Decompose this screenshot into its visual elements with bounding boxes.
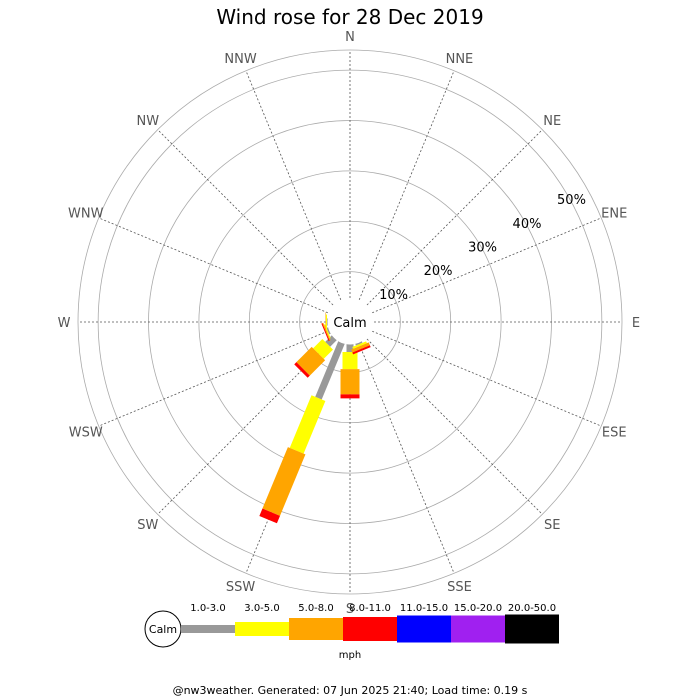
- direction-label: NNW: [224, 52, 256, 67]
- direction-label: SSE: [447, 580, 472, 595]
- legend-label-6: 20.0-50.0: [508, 603, 556, 614]
- legend-label-0: 1.0-3.0: [190, 603, 225, 614]
- direction-label: ENE: [601, 207, 627, 222]
- radial-tick-label: 50%: [557, 193, 586, 208]
- spoke: [157, 129, 351, 323]
- spoke: [349, 321, 455, 574]
- legend-swatch-5: [451, 615, 505, 643]
- legend-unit: mph: [339, 650, 361, 661]
- bar-segment-sw-2: [296, 346, 326, 376]
- calm-circle: [327, 299, 373, 345]
- legend-swatch-0: [181, 625, 235, 633]
- spoke: [98, 217, 351, 323]
- legend-label-2: 5.0-8.0: [298, 603, 333, 614]
- grid-ring: [97, 69, 603, 575]
- legend-swatch-1: [235, 622, 289, 636]
- direction-label: N: [345, 30, 355, 45]
- legend-label-3: 8.0-11.0: [349, 603, 391, 614]
- spoke: [349, 129, 543, 323]
- spoke: [349, 70, 455, 323]
- radial-tick-label: 10%: [379, 288, 408, 303]
- legend-calm-label: Calm: [149, 623, 177, 636]
- bar-segment-ssw-1: [289, 395, 326, 454]
- radial-tick-label: 20%: [424, 264, 453, 279]
- legend-swatch-3: [343, 617, 397, 641]
- radial-tick-label: 40%: [513, 217, 542, 232]
- legend-swatch-6: [505, 614, 559, 644]
- spoke: [349, 321, 543, 515]
- bar-segment-sse-1: [352, 341, 367, 349]
- spoke: [349, 217, 602, 323]
- direction-label: W: [58, 316, 71, 331]
- spoke: [245, 70, 351, 323]
- bar-segment-ssw-0: [315, 340, 345, 400]
- direction-label: S: [346, 602, 354, 617]
- direction-label: NNE: [446, 52, 474, 67]
- bar-segment-sw-0: [325, 335, 337, 347]
- legend-label-1: 3.0-5.0: [244, 603, 279, 614]
- spoke: [349, 321, 602, 427]
- chart-title: Wind rose for 28 Dec 2019: [216, 5, 484, 29]
- direction-label: SE: [544, 518, 560, 533]
- footer-text: @nw3weather. Generated: 07 Jun 2025 21:4…: [172, 684, 528, 697]
- bar-segment-sse-3: [352, 345, 371, 355]
- legend-label-5: 15.0-20.0: [454, 603, 502, 614]
- direction-label: WSW: [69, 425, 103, 440]
- bar-segment-sw-3: [294, 362, 310, 378]
- direction-label: WNW: [68, 207, 104, 222]
- legend-label-4: 11.0-15.0: [400, 603, 448, 614]
- legend-swatch-2: [289, 618, 343, 640]
- bars-layer: [259, 312, 371, 524]
- radial-tick-label: 30%: [468, 241, 497, 256]
- labels-layer: N NNE NE ENE E ESE SE SSE S SSW SW WSW W WNW NW NNW 10% 2…: [58, 30, 641, 617]
- bar-segment-ssw-3: [259, 508, 281, 524]
- outer-ring: [77, 49, 623, 595]
- bar-segment-sse-2: [351, 342, 370, 353]
- legend: Calm 1.0-3.0 3.0-5.0 5.0-8.0 8.0-11.0 11.0-15…: [144, 603, 559, 661]
- spoke: [98, 321, 351, 427]
- calm-layer: Calm: [327, 299, 373, 345]
- direction-label: SW: [137, 518, 158, 533]
- legend-swatch-4: [397, 615, 451, 643]
- bar-segment-sw-1: [313, 339, 333, 359]
- direction-label: ESE: [602, 425, 627, 440]
- calm-label: Calm: [333, 316, 366, 331]
- direction-label: SSW: [226, 580, 256, 595]
- bar-segment-ssw-2: [262, 447, 306, 516]
- grid-ring: [198, 170, 502, 474]
- direction-label: E: [632, 316, 640, 331]
- direction-label: NW: [136, 114, 159, 129]
- direction-label: NE: [543, 114, 561, 129]
